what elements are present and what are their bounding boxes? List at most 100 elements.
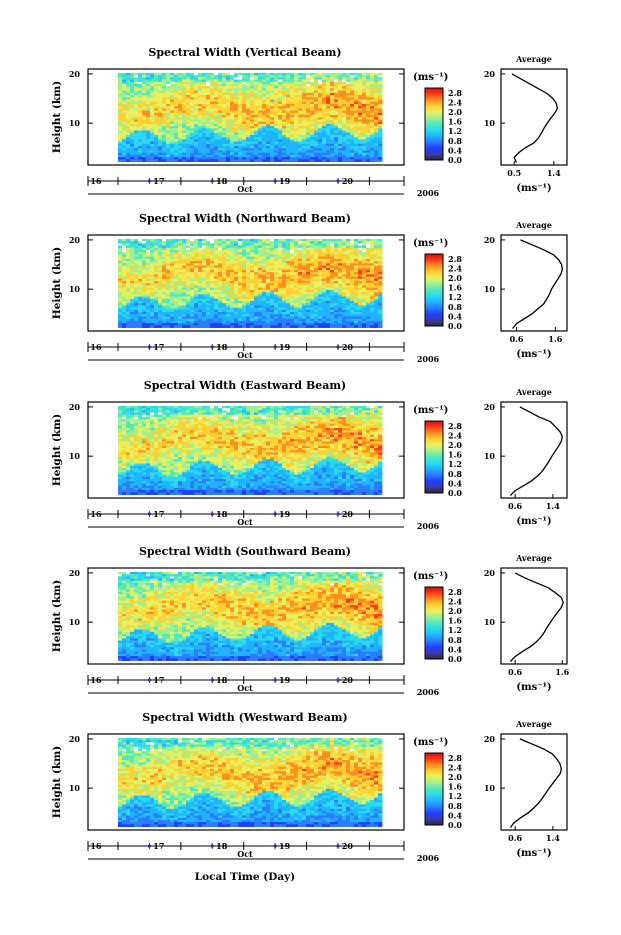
average-profile-line — [512, 74, 557, 163]
average-title: Average — [515, 553, 552, 563]
colorbar-tick-label: 1.2 — [448, 791, 462, 801]
colorbar-tick-label: 0.8 — [448, 136, 462, 146]
panel-title: Spectral Width (Northward Beam) — [139, 212, 351, 225]
year-label: 2006 — [417, 354, 440, 364]
x-axis-label: Local Time (Day) — [195, 871, 295, 883]
panel-5: Spectral Width (Westward Beam) 20 10 Height… — [51, 711, 567, 863]
y-axis-label: Height (km) — [51, 414, 63, 486]
time-marker — [336, 844, 339, 847]
colorbar-tick-label: 0.8 — [448, 635, 462, 645]
average-profile-line — [513, 240, 563, 329]
y-tick-label: 10 — [69, 783, 81, 793]
year-label: 2006 — [417, 687, 440, 697]
colorbar-tick-label: 0.4 — [448, 145, 462, 155]
month-label: Oct — [237, 184, 253, 194]
panel-4: Spectral Width (Southward Beam)2010Heigh… — [51, 545, 570, 697]
colorbar-tick-label: 0.4 — [448, 478, 462, 488]
y-axis-label: Height (km) — [51, 746, 63, 818]
colorbar-tick-label: 0.0 — [448, 654, 462, 664]
x-tick-label: 19 — [279, 176, 291, 186]
colorbar-tick-label: 0.4 — [448, 311, 462, 321]
month-label: Oct — [237, 849, 253, 859]
avg-y-tick-label: 20 — [484, 235, 496, 245]
x-tick-label: 17 — [153, 342, 164, 352]
x-tick-label: 19 — [279, 342, 291, 352]
colorbar-tick-label: 2.8 — [448, 421, 462, 431]
time-marker — [148, 179, 151, 182]
avg-y-tick-label: 10 — [484, 118, 496, 128]
avg-x-tick-label: 1.6 — [555, 667, 569, 677]
panel-3: Spectral Width (Eastward Beam)2010Height… — [51, 379, 567, 531]
colorbar-tick-label: 1.6 — [448, 450, 462, 460]
colorbar-tick-label: 1.2 — [448, 459, 462, 469]
colorbar-tick-label: 0.8 — [448, 302, 462, 312]
avg-x-tick-label: 1.4 — [546, 501, 560, 511]
avg-unit-label: (ms⁻¹) — [516, 516, 551, 527]
month-label: Oct — [237, 350, 253, 360]
year-label: 2006 — [417, 853, 440, 863]
colorbar-tick-label: 0.8 — [448, 801, 462, 811]
spectral-width-heatmap — [118, 738, 382, 827]
colorbar-tick-label: 0.0 — [448, 155, 462, 165]
avg-y-tick-label: 10 — [484, 783, 496, 793]
avg-x-tick-label: 1.4 — [546, 833, 560, 843]
average-frame — [501, 402, 567, 498]
y-tick-label: 20 — [69, 402, 81, 412]
time-marker — [274, 678, 277, 681]
time-marker — [336, 678, 339, 681]
avg-y-tick-label: 20 — [484, 734, 496, 744]
x-tick-label: 18 — [216, 509, 228, 519]
avg-x-tick-label: 0.6 — [508, 667, 522, 677]
colorbar-tick-label: 1.2 — [448, 126, 462, 136]
x-tick-label: 16 — [90, 509, 102, 519]
x-tick-label: 20 — [342, 176, 354, 186]
year-label: 2006 — [417, 188, 440, 198]
colorbar-tick-label: 2.0 — [448, 606, 462, 616]
x-tick-label: 16 — [90, 176, 102, 186]
x-tick-label: 17 — [153, 675, 164, 685]
avg-y-tick-label: 10 — [484, 617, 496, 627]
time-marker — [211, 678, 214, 681]
spectral-width-heatmap — [118, 406, 382, 495]
avg-unit-label: (ms⁻¹) — [516, 183, 551, 194]
time-marker — [336, 179, 339, 182]
colorbar-unit-label: (ms⁻¹) — [413, 238, 448, 249]
colorbar-tick-label: 1.6 — [448, 616, 462, 626]
colorbar-tick-label: 0.0 — [448, 321, 462, 331]
colorbar-tick-label: 0.0 — [448, 488, 462, 498]
average-profile-line — [510, 407, 562, 496]
x-tick-label: 17 — [153, 509, 164, 519]
time-marker — [148, 844, 151, 847]
colorbar-tick-label: 0.0 — [448, 820, 462, 830]
x-tick-label: 16 — [90, 342, 102, 352]
time-marker — [211, 179, 214, 182]
avg-y-tick-label: 10 — [484, 451, 496, 461]
colorbar-tick-label: 2.0 — [448, 772, 462, 782]
colorbar — [425, 421, 443, 493]
colorbar-unit-label: (ms⁻¹) — [413, 72, 448, 83]
avg-x-tick-label: 0.5 — [507, 168, 521, 178]
month-label: Oct — [237, 683, 253, 693]
time-marker — [211, 844, 214, 847]
y-tick-label: 20 — [69, 69, 81, 79]
year-label: 2006 — [417, 521, 440, 531]
time-marker — [336, 345, 339, 348]
panel-title: Spectral Width (Westward Beam) — [142, 711, 347, 724]
colorbar-unit-label: (ms⁻¹) — [413, 737, 448, 748]
avg-x-tick-label: 1.4 — [547, 168, 561, 178]
panel-1: Spectral Width (Vertical Beam)2010Height… — [51, 46, 567, 198]
y-tick-label: 10 — [69, 617, 81, 627]
spectral-width-heatmap — [118, 73, 382, 162]
x-tick-label: 19 — [279, 675, 291, 685]
time-marker — [211, 512, 214, 515]
spectral-width-heatmap — [118, 239, 382, 328]
x-tick-label: 20 — [342, 342, 354, 352]
colorbar-tick-label: 2.4 — [448, 263, 462, 273]
colorbar-tick-label: 2.0 — [448, 440, 462, 450]
x-tick-label: 16 — [90, 675, 102, 685]
average-title: Average — [515, 387, 552, 397]
colorbar-tick-label: 2.4 — [448, 596, 462, 606]
colorbar-tick-label: 1.2 — [448, 292, 462, 302]
avg-unit-label: (ms⁻¹) — [516, 682, 551, 693]
